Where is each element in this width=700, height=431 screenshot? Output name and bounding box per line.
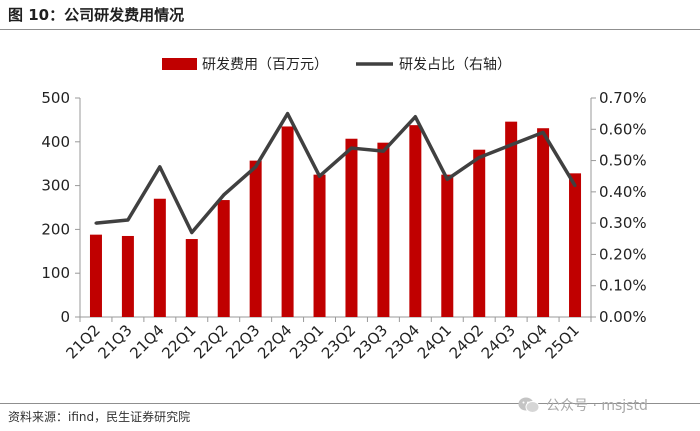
bar-25Q1 bbox=[569, 173, 582, 317]
left-tick-label: 500 bbox=[41, 89, 70, 107]
ratio-point-21Q4 bbox=[158, 165, 162, 169]
left-tick-label: 100 bbox=[41, 264, 70, 282]
legend-line-label: 研发占比（右轴） bbox=[399, 57, 511, 73]
x-tick-label: 22Q2 bbox=[190, 321, 231, 362]
bar-23Q1 bbox=[313, 174, 326, 317]
right-tick-label: 0.20% bbox=[599, 245, 647, 263]
watermark: 公众号 · msjstd bbox=[518, 395, 648, 415]
bar-24Q2 bbox=[473, 149, 486, 317]
ratio-point-21Q2 bbox=[94, 221, 98, 225]
bar-23Q3 bbox=[377, 142, 390, 317]
x-tick-label: 24Q1 bbox=[414, 321, 455, 362]
ratio-point-23Q1 bbox=[318, 174, 322, 178]
x-tick-label: 21Q3 bbox=[94, 321, 135, 362]
ratio-point-23Q2 bbox=[349, 146, 353, 150]
wechat-icon bbox=[518, 397, 540, 413]
right-tick-label: 0.10% bbox=[599, 277, 647, 295]
ratio-point-24Q4 bbox=[541, 130, 545, 134]
title-divider bbox=[0, 29, 700, 30]
footer-divider bbox=[0, 403, 700, 404]
ratio-line bbox=[95, 111, 577, 235]
watermark-text: 公众号 · msjstd bbox=[546, 398, 648, 414]
figure-title: 图 10：公司研发费用情况 bbox=[8, 6, 185, 24]
right-tick-label: 0.60% bbox=[599, 120, 647, 138]
bar-24Q3 bbox=[505, 121, 518, 317]
bar-24Q4 bbox=[537, 128, 550, 317]
right-tick-label: 0.30% bbox=[599, 214, 647, 232]
x-tick-label: 22Q1 bbox=[158, 321, 199, 362]
right-tick-label: 0.50% bbox=[599, 152, 647, 170]
left-tick-label: 300 bbox=[41, 177, 70, 195]
ratio-point-22Q4 bbox=[286, 112, 290, 116]
source-note: 资料来源：ifind，民生证券研究院 bbox=[8, 410, 191, 424]
bar-21Q3 bbox=[121, 235, 134, 317]
x-tick-label: 21Q2 bbox=[62, 321, 103, 362]
right-tick-label: 0.00% bbox=[599, 308, 647, 326]
x-tick-label: 24Q4 bbox=[510, 321, 551, 362]
x-tick-label: 23Q1 bbox=[286, 321, 327, 362]
rd-expense-chart: 0 100 200 300 400 500 0.00% 0.10% 0.20% 0.30% 0.40… bbox=[41, 57, 647, 362]
ratio-point-22Q2 bbox=[222, 193, 226, 197]
bar-22Q3 bbox=[249, 160, 262, 317]
bar-24Q1 bbox=[441, 174, 454, 317]
ratio-point-22Q1 bbox=[190, 231, 194, 235]
ratio-point-22Q3 bbox=[254, 165, 258, 169]
x-tick-label: 24Q2 bbox=[446, 321, 487, 362]
x-tick-label: 24Q3 bbox=[478, 321, 519, 362]
ratio-point-24Q2 bbox=[477, 155, 481, 159]
legend-bar-swatch bbox=[162, 58, 197, 70]
left-tick-label: 400 bbox=[41, 133, 70, 151]
bar-21Q4 bbox=[153, 198, 166, 317]
x-tick-label: 25Q1 bbox=[542, 321, 583, 362]
x-tick-label: 21Q4 bbox=[126, 321, 167, 362]
bar-21Q2 bbox=[89, 234, 102, 317]
ratio-point-24Q3 bbox=[509, 143, 513, 147]
bar-22Q2 bbox=[217, 200, 230, 317]
x-tick-label: 23Q4 bbox=[382, 321, 423, 362]
bar-22Q1 bbox=[185, 239, 198, 317]
left-tick-label: 200 bbox=[41, 220, 70, 238]
x-tick-label: 23Q2 bbox=[318, 321, 359, 362]
ratio-point-24Q1 bbox=[445, 177, 449, 181]
legend-bar-label: 研发费用（百万元） bbox=[202, 57, 328, 73]
ratio-point-21Q3 bbox=[126, 218, 130, 222]
ratio-point-25Q1 bbox=[573, 184, 577, 188]
x-tick-label: 22Q3 bbox=[222, 321, 263, 362]
bar-23Q4 bbox=[409, 125, 422, 317]
bar-22Q4 bbox=[281, 126, 294, 317]
bar-23Q2 bbox=[345, 138, 358, 317]
ratio-point-23Q3 bbox=[381, 149, 385, 153]
right-tick-label: 0.40% bbox=[599, 183, 647, 201]
x-tick-label: 22Q4 bbox=[254, 321, 295, 362]
ratio-point-23Q4 bbox=[413, 115, 417, 119]
left-tick-label: 0 bbox=[60, 308, 70, 326]
x-tick-label: 23Q3 bbox=[350, 321, 391, 362]
right-tick-label: 0.70% bbox=[599, 89, 647, 107]
